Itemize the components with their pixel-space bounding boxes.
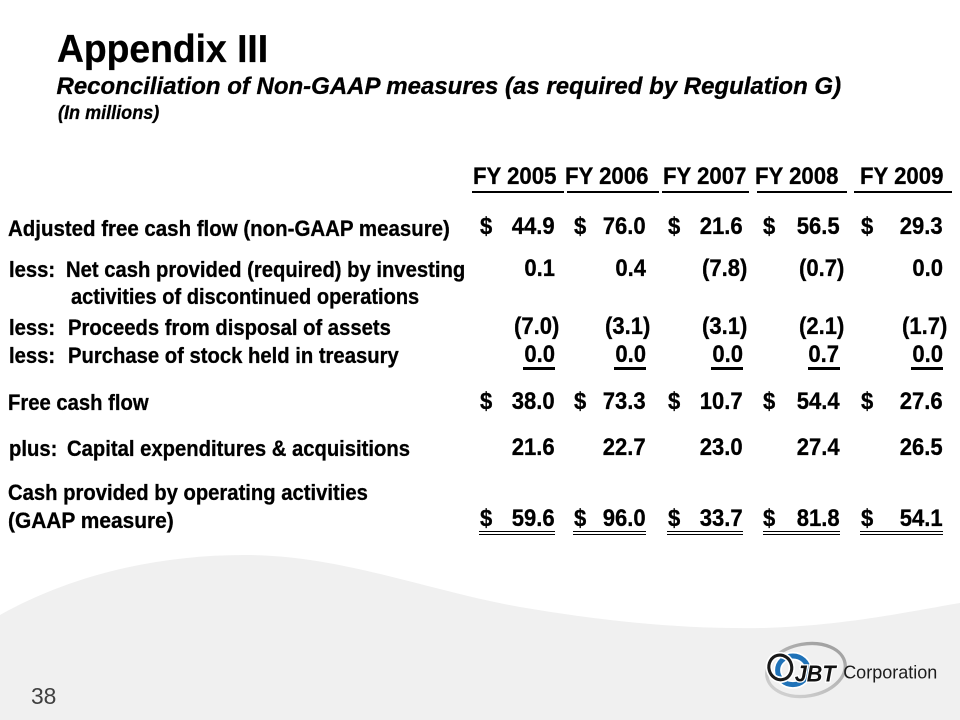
svg-text:Corporation: Corporation [843,663,937,683]
svg-text:JBT: JBT [795,661,838,687]
svg-text:JBT: JBT [795,661,838,687]
